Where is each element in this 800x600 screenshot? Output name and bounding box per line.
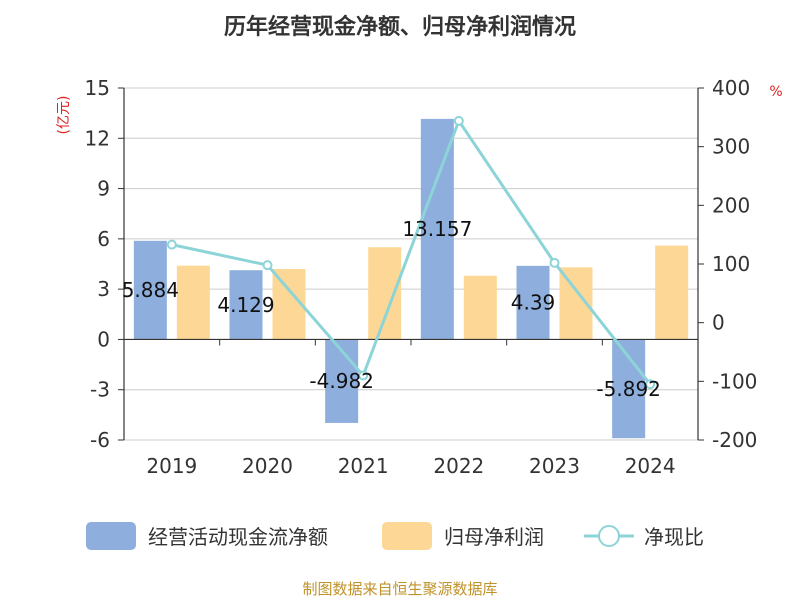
ratio-line-path xyxy=(171,117,652,386)
data-label-cashflow: 5.884 xyxy=(122,278,179,302)
ratio-point xyxy=(645,379,656,390)
legend-swatch-ratio-marker xyxy=(598,525,620,547)
bar-cashflow xyxy=(420,118,454,340)
left-tick-label: 0 xyxy=(97,327,110,351)
right-tick-label: -200 xyxy=(712,428,757,452)
left-axis-ticks: 15 12 9 6 3 0 -3 -6 xyxy=(85,76,124,452)
x-tick-label: 2024 xyxy=(625,454,676,478)
bar-profit xyxy=(368,247,402,340)
legend-label-ratio: 净现比 xyxy=(644,525,704,549)
ratio-line xyxy=(166,115,656,390)
bar-cashflow xyxy=(325,339,359,423)
left-tick-label: 6 xyxy=(97,227,110,251)
bar-profit xyxy=(655,245,689,340)
grid-lines xyxy=(124,87,698,441)
bar-cashflow xyxy=(516,265,550,340)
left-tick-label: 3 xyxy=(97,277,110,301)
x-axis-ticks: 2019 2020 2021 2022 2023 2024 xyxy=(123,339,699,478)
legend: 经营活动现金流净额 归母净利润 净现比 xyxy=(86,522,704,550)
left-tick-label: -6 xyxy=(90,428,110,452)
ratio-point xyxy=(166,239,177,250)
ratio-point xyxy=(549,257,560,268)
data-label-cashflow: 13.157 xyxy=(402,217,472,241)
right-tick-label: -100 xyxy=(712,369,757,393)
x-tick-label: 2020 xyxy=(242,454,293,478)
data-label-cashflow: -4.982 xyxy=(309,369,373,393)
chart-title: 历年经营现金净额、归母净利润情况 xyxy=(224,14,576,40)
bar-profit xyxy=(463,275,497,340)
right-tick-label: 400 xyxy=(712,76,750,100)
x-tick-label: 2022 xyxy=(433,454,484,478)
left-tick-label: 9 xyxy=(97,177,110,201)
bar-cashflow xyxy=(133,240,167,340)
right-tick-label: 100 xyxy=(712,252,750,276)
bars xyxy=(133,118,689,439)
bar-cashflow xyxy=(229,270,263,340)
legend-label-profit: 归母净利润 xyxy=(444,525,544,549)
data-labels: 5.884 4.129 -4.982 13.157 4.39 -5.892 xyxy=(122,217,661,401)
x-tick-label: 2021 xyxy=(338,454,389,478)
legend-swatch-profit xyxy=(382,522,432,550)
data-label-cashflow: 4.39 xyxy=(511,291,556,315)
data-label-cashflow: 4.129 xyxy=(217,293,274,317)
left-tick-label: 15 xyxy=(85,76,110,100)
left-axis-label: (亿元) xyxy=(56,96,72,135)
bar-profit xyxy=(176,265,210,340)
x-tick-label: 2019 xyxy=(146,454,197,478)
right-axis-label: % xyxy=(769,84,782,100)
left-tick-label: 12 xyxy=(85,126,110,150)
right-tick-label: 200 xyxy=(712,193,750,217)
legend-label-cashflow: 经营活动现金流净额 xyxy=(148,525,328,549)
ratio-point xyxy=(453,115,464,126)
source-note: 制图数据来自恒生聚源数据库 xyxy=(302,580,497,598)
right-tick-label: 300 xyxy=(712,135,750,159)
left-tick-label: -3 xyxy=(90,378,110,402)
ratio-point xyxy=(358,370,369,381)
ratio-point xyxy=(262,260,273,271)
data-label-cashflow: -5.892 xyxy=(596,377,660,401)
right-axis-ticks: 400 300 200 100 0 -100 -200 xyxy=(698,76,757,452)
legend-swatch-cashflow xyxy=(86,522,136,550)
right-tick-label: 0 xyxy=(712,311,725,335)
x-tick-label: 2023 xyxy=(529,454,580,478)
